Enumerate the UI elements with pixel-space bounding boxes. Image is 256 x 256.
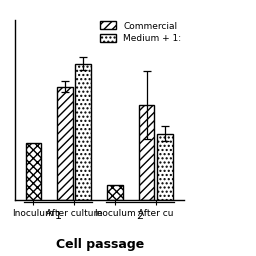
Bar [157, 134, 173, 200]
Bar [76, 64, 91, 200]
Bar [57, 87, 73, 200]
Legend: Commercial, Medium + 1:: Commercial, Medium + 1: [100, 22, 182, 43]
Bar [26, 143, 41, 200]
Text: 1: 1 [55, 211, 62, 221]
Bar [107, 185, 123, 200]
Text: 2: 2 [136, 211, 143, 221]
X-axis label: Cell passage: Cell passage [56, 238, 144, 251]
Bar [139, 105, 154, 200]
